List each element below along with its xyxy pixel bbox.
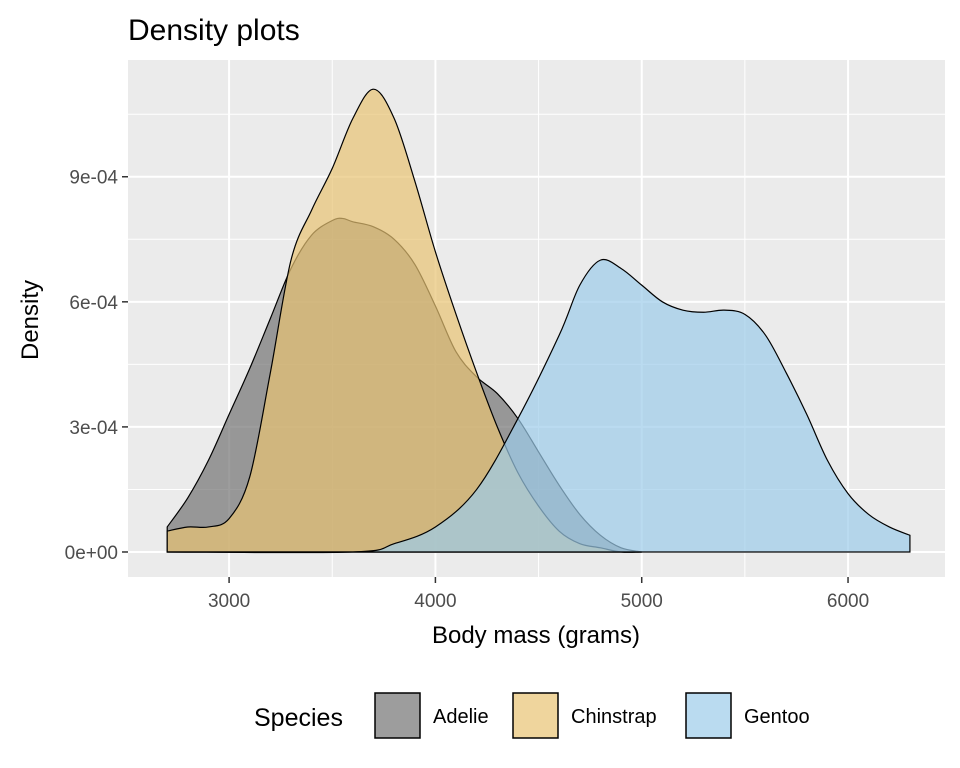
y-tick-label: 3e-04 [69,418,118,439]
y-axis: 0e+00 3e-04 6e-04 9e-04 [65,168,128,564]
density-series [166,88,911,554]
y-tick-label: 0e+00 [65,543,118,564]
density-area-gentoo [167,258,911,554]
x-axis: 3000 4000 5000 6000 [208,577,869,612]
y-axis-label: Density [17,280,44,360]
y-tick-label: 9e-04 [69,168,118,189]
legend-label-gentoo: Gentoo [744,706,810,728]
legend-key-adelie [374,692,421,739]
legend-label-adelie: Adelie [433,706,489,728]
legend-key-gentoo [685,692,732,739]
x-tick-label: 6000 [827,591,869,612]
x-tick-label: 3000 [208,591,250,612]
x-tick-label: 5000 [621,591,663,612]
x-tick-label: 4000 [414,591,456,612]
chart-title: Density plots [128,14,300,47]
legend-key-chinstrap [512,692,559,739]
legend: Species Adelie Chinstrap Gentoo [254,692,810,739]
legend-label-chinstrap: Chinstrap [571,706,657,728]
y-tick-label: 6e-04 [69,293,118,314]
legend-title: Species [254,704,343,732]
x-axis-label: Body mass (grams) [432,622,640,649]
